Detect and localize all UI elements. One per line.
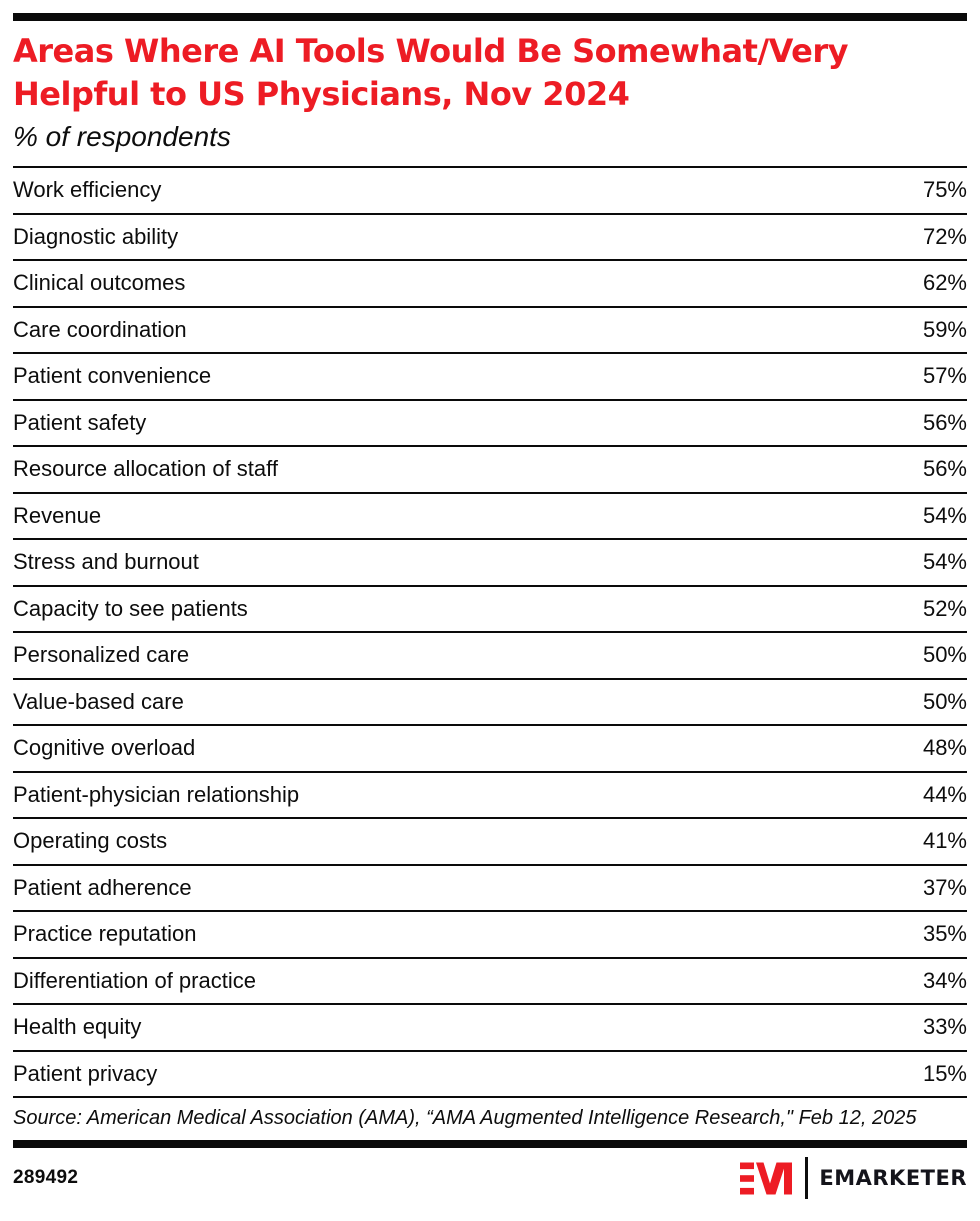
row-value: 44% xyxy=(922,781,967,807)
table-row: Patient-physician relationship 44% xyxy=(13,773,967,819)
table-row: Personalized care 50% xyxy=(13,633,967,680)
table-row: Operating costs 41% xyxy=(13,819,967,866)
row-value: 52% xyxy=(922,595,967,621)
source-note: Source: American Medical Association (AM… xyxy=(13,1107,917,1129)
table-row: Work efficiency 75% xyxy=(13,168,967,215)
chart-title-line2: Helpful to US Physicians, Nov 2024 xyxy=(13,75,630,113)
row-value: 34% xyxy=(922,967,967,993)
table-row: Capacity to see patients 52% xyxy=(13,587,967,633)
top-rule xyxy=(13,13,967,21)
row-label: Personalized care xyxy=(13,642,190,668)
row-value: 56% xyxy=(922,456,967,482)
row-label: Work efficiency xyxy=(13,177,162,203)
table-row: Patient safety 56% xyxy=(13,401,967,447)
row-label: Revenue xyxy=(13,502,102,528)
row-value: 72% xyxy=(922,223,967,249)
table-row: Practice reputation 35% xyxy=(13,912,967,959)
table-row: Value-based care 50% xyxy=(13,680,967,726)
chart-subtitle: % of respondents xyxy=(13,121,231,152)
row-label: Differentiation of practice xyxy=(13,967,256,993)
row-label: Patient adherence xyxy=(13,874,192,900)
data-table: Work efficiency 75% Diagnostic ability 72% C… xyxy=(13,166,967,1098)
table-row: Care coordination 59% xyxy=(13,308,967,354)
row-value: 33% xyxy=(922,1014,967,1040)
table-row: Resource allocation of staff 56% xyxy=(13,447,967,494)
logo-divider xyxy=(805,1157,809,1199)
table-row: Patient privacy 15% xyxy=(13,1052,967,1098)
table-row: Cognitive overload 48% xyxy=(13,726,967,773)
logo-e-bar-bottom xyxy=(740,1187,755,1194)
row-label: Practice reputation xyxy=(13,921,197,947)
row-value: 54% xyxy=(922,502,967,528)
row-value: 48% xyxy=(922,735,967,761)
row-label: Patient-physician relationship xyxy=(13,781,300,807)
row-value: 62% xyxy=(922,270,967,296)
logo-e-bar-middle xyxy=(740,1174,755,1182)
logo-e-bar-top xyxy=(740,1162,755,1169)
row-label: Clinical outcomes xyxy=(13,270,186,296)
chart-id: 289492 xyxy=(13,1167,79,1188)
row-label: Capacity to see patients xyxy=(13,595,248,621)
table-row: Diagnostic ability 72% xyxy=(13,215,967,261)
row-label: Value-based care xyxy=(13,688,184,714)
bottom-rule xyxy=(13,1140,967,1148)
row-label: Cognitive overload xyxy=(13,735,196,761)
row-value: 15% xyxy=(922,1060,967,1086)
table-row: Stress and burnout 54% xyxy=(13,540,967,587)
row-label: Operating costs xyxy=(13,828,168,854)
table-row: Differentiation of practice 34% xyxy=(13,959,967,1005)
brand-name: EMARKETER xyxy=(819,1166,967,1190)
table-row: Patient adherence 37% xyxy=(13,866,967,912)
footer: 289492 EMARKETER xyxy=(13,1157,967,1199)
row-label: Patient privacy xyxy=(13,1060,158,1086)
table-row: Clinical outcomes 62% xyxy=(13,261,967,308)
row-label: Care coordination xyxy=(13,316,187,342)
logo-m-diagonals xyxy=(756,1162,787,1194)
row-value: 59% xyxy=(922,316,967,342)
row-label: Diagnostic ability xyxy=(13,223,179,249)
row-value: 54% xyxy=(922,549,967,575)
row-label: Stress and burnout xyxy=(13,549,199,575)
emarketer-logo: EMARKETER xyxy=(740,1157,967,1199)
row-value: 37% xyxy=(922,874,967,900)
row-value: 41% xyxy=(922,828,967,854)
emarketer-logo-mark-icon xyxy=(740,1162,793,1194)
row-value: 50% xyxy=(922,642,967,668)
row-value: 75% xyxy=(922,177,967,203)
chart-title-line1: Areas Where AI Tools Would Be Somewhat/V… xyxy=(13,32,848,70)
logo-m-stem xyxy=(784,1162,793,1194)
chart-title: Areas Where AI Tools Would Be Somewhat/V… xyxy=(13,30,967,116)
row-label: Patient convenience xyxy=(13,363,212,389)
table-row: Health equity 33% xyxy=(13,1005,967,1052)
row-value: 35% xyxy=(922,921,967,947)
row-value: 50% xyxy=(922,688,967,714)
row-label: Patient safety xyxy=(13,409,147,435)
table-row: Patient convenience 57% xyxy=(13,354,967,401)
row-label: Health equity xyxy=(13,1014,142,1040)
table-row: Revenue 54% xyxy=(13,494,967,540)
row-label: Resource allocation of staff xyxy=(13,456,278,482)
row-value: 57% xyxy=(922,363,967,389)
row-value: 56% xyxy=(922,409,967,435)
